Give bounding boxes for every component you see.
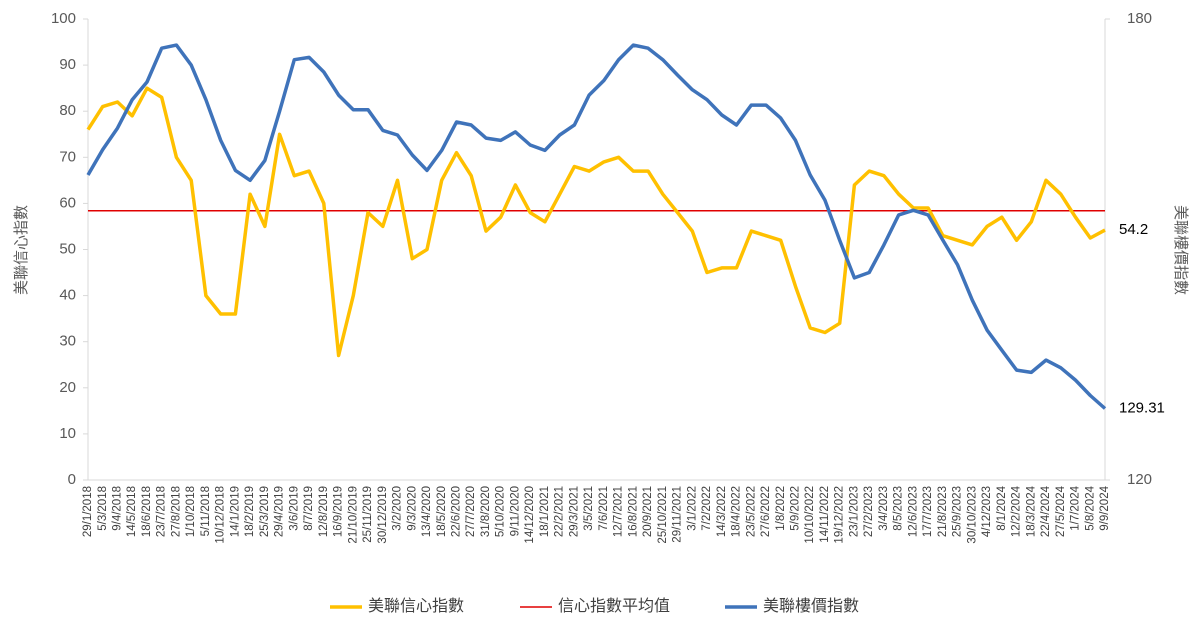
y2-tick-label: 120 (1127, 471, 1152, 488)
x-tick-label: 18/2/2019 (244, 486, 256, 537)
y-tick-label: 100 (51, 10, 76, 27)
x-tick-label: 8/5/2023 (893, 486, 905, 531)
x-tick-label: 9/3/2020 (406, 486, 418, 531)
x-tick-label: 5/11/2018 (200, 486, 212, 536)
x-tick-label: 19/12/2022 (834, 486, 846, 544)
x-tick-label: 18/5/2020 (436, 486, 448, 537)
x-tick-label: 3/2/2020 (392, 486, 404, 531)
x-tick-label: 18/6/2018 (141, 486, 153, 537)
x-tick-label: 5/8/2024 (1084, 485, 1096, 530)
x-tick-label: 9/9/2024 (1099, 485, 1111, 530)
y-tick-label: 0 (68, 471, 76, 488)
x-tick-label: 1/8/2022 (775, 486, 787, 531)
y-tick-label: 70 (59, 148, 76, 165)
x-tick-label: 5/10/2020 (495, 486, 507, 537)
x-tick-label: 17/7/2023 (922, 486, 934, 537)
x-tick-label: 22/4/2024 (1040, 485, 1052, 537)
x-tick-label: 27/5/2024 (1055, 485, 1067, 537)
x-tick-label: 13/4/2020 (421, 486, 433, 537)
y2-axis-label: 美聯樓價指數 (1172, 205, 1189, 295)
x-tick-label: 25/10/2021 (657, 486, 669, 544)
series-line (86, 43, 1107, 410)
x-tick-label: 10/12/2018 (215, 486, 227, 544)
x-tick-label: 18/1/2021 (539, 486, 551, 537)
x-tick-label: 14/11/2022 (819, 486, 831, 543)
legend-label: 美聯樓價指數 (763, 597, 859, 615)
x-tick-label: 12/2/2024 (1011, 485, 1023, 537)
x-tick-label: 16/9/2019 (333, 486, 345, 537)
y-axis-label: 美聯信心指數 (13, 205, 30, 295)
x-tick-label: 1/7/2024 (1070, 485, 1082, 530)
y2-tick-label: 180 (1127, 10, 1152, 27)
y-tick-label: 80 (59, 102, 76, 119)
y-tick-label: 30 (59, 333, 76, 350)
x-tick-label: 27/7/2020 (465, 486, 477, 537)
x-tick-label: 29/1/2018 (82, 486, 94, 537)
x-tick-label: 25/9/2023 (952, 486, 964, 537)
x-tick-label: 10/10/2022 (804, 486, 816, 544)
x-tick-label: 21/10/2019 (347, 486, 359, 544)
x-tick-label: 25/11/2019 (362, 486, 374, 543)
x-tick-label: 12/8/2019 (318, 486, 330, 537)
legend-label: 信心指數平均值 (558, 597, 670, 615)
x-tick-label: 30/10/2023 (966, 486, 978, 544)
x-tick-label: 12/6/2023 (907, 486, 919, 537)
x-tick-label: 9/11/2020 (509, 486, 521, 536)
x-tick-label: 7/6/2021 (598, 486, 610, 531)
x-tick-label: 14/12/2020 (524, 486, 536, 544)
x-tick-label: 23/7/2018 (156, 486, 168, 537)
x-tick-label: 16/8/2021 (627, 486, 639, 537)
end-label: 54.2 (1119, 221, 1148, 238)
x-tick-label: 18/3/2024 (1025, 485, 1037, 537)
x-tick-label: 27/6/2022 (760, 486, 772, 537)
x-tick-label: 3/6/2019 (288, 486, 300, 531)
x-tick-label: 23/1/2023 (848, 486, 860, 537)
x-tick-label: 29/4/2019 (274, 486, 286, 537)
x-tick-label: 3/1/2022 (686, 486, 698, 531)
legend-label: 美聯信心指數 (368, 597, 464, 615)
x-tick-label: 29/11/2021 (672, 486, 684, 543)
end-label: 129.31 (1119, 399, 1165, 416)
x-tick-label: 8/7/2019 (303, 486, 315, 531)
x-tick-label: 23/5/2022 (745, 486, 757, 537)
x-tick-label: 27/8/2018 (170, 486, 182, 537)
x-tick-label: 14/1/2019 (229, 486, 241, 537)
y-tick-label: 40 (59, 287, 76, 304)
series-line (86, 86, 1106, 358)
x-tick-label: 27/2/2023 (863, 486, 875, 537)
x-tick-label: 3/4/2023 (878, 486, 890, 531)
x-tick-label: 18/4/2022 (731, 486, 743, 537)
x-tick-label: 4/12/2023 (981, 486, 993, 537)
x-tick-label: 22/6/2020 (451, 486, 463, 537)
x-tick-label: 5/3/2018 (97, 486, 109, 531)
x-tick-label: 5/9/2022 (790, 486, 802, 531)
y-tick-label: 90 (59, 56, 76, 73)
x-tick-label: 21/8/2023 (937, 486, 949, 537)
x-tick-label: 8/1/2024 (996, 485, 1008, 530)
x-tick-label: 22/2/2021 (554, 486, 566, 537)
x-tick-label: 25/3/2019 (259, 486, 271, 537)
x-tick-label: 31/8/2020 (480, 486, 492, 537)
y-tick-label: 10 (59, 425, 76, 442)
x-tick-label: 14/5/2018 (126, 486, 138, 537)
y-tick-label: 60 (59, 194, 76, 211)
y-tick-label: 50 (59, 240, 76, 257)
x-tick-label: 14/3/2022 (716, 486, 728, 537)
x-tick-label: 30/12/2019 (377, 486, 389, 544)
x-tick-label: 7/2/2022 (701, 486, 713, 531)
x-tick-label: 20/9/2021 (642, 486, 654, 537)
x-tick-label: 3/5/2021 (583, 486, 595, 531)
y-tick-label: 20 (59, 379, 76, 396)
x-tick-label: 29/3/2021 (568, 486, 580, 537)
x-tick-label: 1/10/2018 (185, 486, 197, 537)
x-tick-label: 9/4/2018 (112, 486, 124, 531)
x-tick-label: 12/7/2021 (613, 486, 625, 537)
